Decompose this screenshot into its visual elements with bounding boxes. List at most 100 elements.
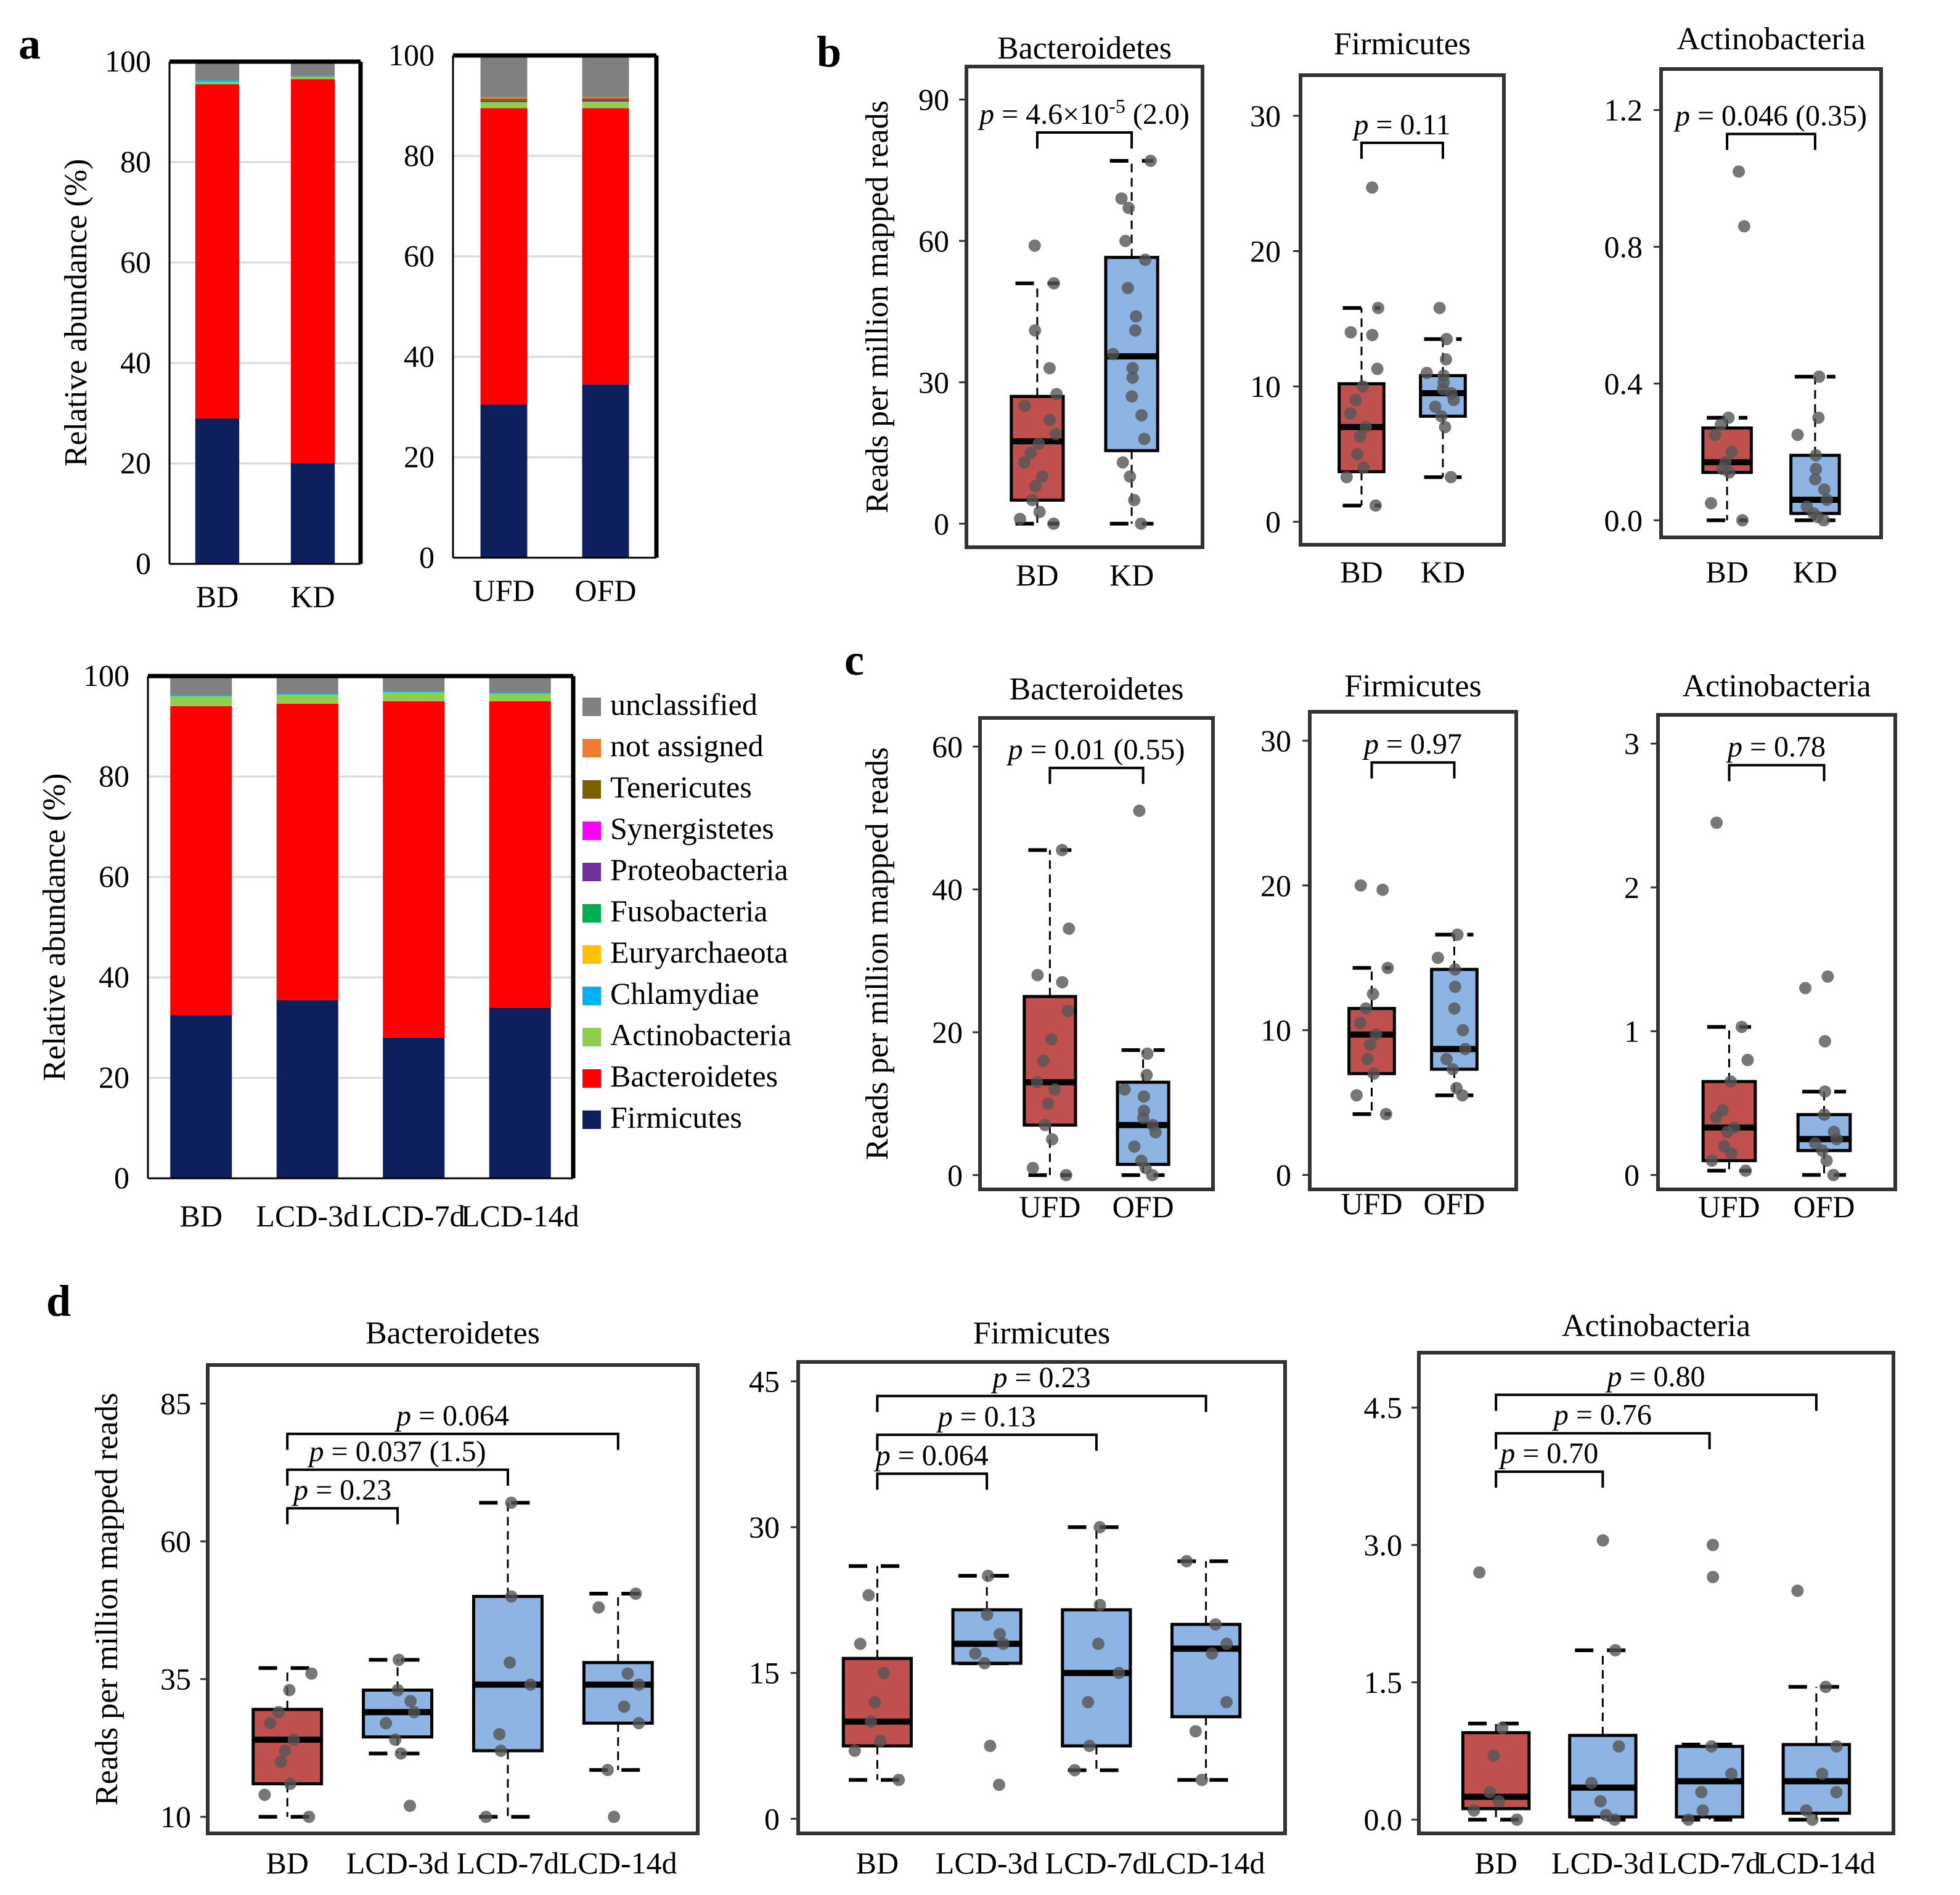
p-symbol: p	[1352, 108, 1368, 141]
data-point	[1196, 1774, 1209, 1787]
x-tick-label: BD	[1016, 558, 1058, 592]
y-tick-label: 20	[99, 1060, 129, 1094]
data-point	[480, 1811, 492, 1824]
data-point	[1060, 1168, 1072, 1181]
p-value-label: p = 0.80	[1605, 1360, 1705, 1393]
legend-swatch-synergistetes	[582, 821, 601, 840]
legend: unclassified not assigned Tenericutes Syner…	[582, 687, 791, 1135]
y-tick-label: 1	[1624, 1014, 1639, 1048]
legend-swatch-fusobacteria	[582, 904, 601, 923]
x-tick-label: BD	[266, 1846, 308, 1880]
significance-bracket	[1360, 141, 1444, 159]
y-tick-label: 20	[404, 439, 435, 474]
data-point	[892, 1774, 905, 1787]
bar-segment-tenericutes	[582, 98, 629, 100]
data-point	[1106, 348, 1119, 361]
data-point	[1371, 301, 1384, 314]
data-point	[1039, 1119, 1051, 1131]
y-tick-label: 80	[99, 759, 129, 793]
significance-bracket	[1728, 764, 1826, 781]
p-symbol: p	[1552, 1399, 1569, 1432]
data-point	[969, 1647, 982, 1660]
p-value-label: p = 0.064	[874, 1439, 989, 1472]
box-plot-c3: Actinobacteria 0 1 2 3 UFD OFD p = 0.78	[1624, 669, 1897, 1224]
data-point	[1124, 470, 1137, 483]
data-point	[1138, 1104, 1151, 1117]
data-point	[1135, 409, 1148, 422]
x-tick-label: OFD	[574, 573, 636, 608]
data-point	[1361, 1053, 1374, 1066]
data-point	[1220, 1637, 1233, 1650]
data-point	[1209, 1618, 1222, 1631]
chart-title: Bacteroidetes	[1010, 672, 1184, 707]
data-point	[1483, 1786, 1496, 1799]
data-point	[1128, 1140, 1141, 1153]
p-value: = 0.78	[1742, 731, 1826, 764]
bar-segment-tenericutes	[480, 99, 528, 101]
data-point	[1141, 1047, 1154, 1060]
data-point	[1737, 220, 1750, 233]
data-point	[1125, 390, 1138, 403]
data-point	[404, 1799, 417, 1812]
p-value-label: p = 4.6×10-5 (2.0)	[978, 95, 1190, 131]
significance-bracket	[1035, 131, 1133, 149]
data-point	[1047, 277, 1060, 290]
p-symbol: p	[308, 1435, 324, 1468]
data-point	[1448, 980, 1461, 993]
p-exponent: -5	[1109, 95, 1125, 117]
data-point	[1733, 165, 1746, 178]
data-point	[1511, 1813, 1524, 1826]
data-point	[1718, 1140, 1731, 1152]
data-point	[1139, 253, 1152, 266]
data-point	[284, 1777, 297, 1790]
legend-label: Chlamydiae	[610, 976, 759, 1011]
plot-frame	[1417, 1351, 1895, 1835]
data-point	[1083, 1740, 1096, 1753]
bar-segment-not-assigned	[480, 97, 528, 99]
panel-letter-d: d	[46, 1276, 71, 1326]
p-value: = 0.046 (0.35)	[1690, 99, 1867, 132]
data-point	[868, 1696, 881, 1709]
x-tick-label: LCD-3d	[1551, 1846, 1654, 1880]
data-point	[1360, 1002, 1373, 1015]
data-point	[1707, 1571, 1720, 1583]
y-tick-label: 40	[120, 345, 151, 380]
data-point	[1725, 1075, 1737, 1088]
p-value: = 0.11	[1368, 108, 1450, 141]
legend-label: Bacteroidetes	[610, 1059, 778, 1093]
data-point	[994, 1628, 1007, 1640]
data-point	[1818, 1085, 1831, 1098]
data-point	[1092, 1637, 1105, 1650]
data-point	[305, 1667, 318, 1680]
data-point	[1810, 463, 1823, 476]
data-point	[1349, 394, 1362, 407]
y-tick-label: 35	[160, 1662, 191, 1697]
chart-title: Bacteroidetes	[365, 1316, 540, 1351]
y-tick-label: 60	[99, 859, 129, 894]
data-point	[997, 1637, 1010, 1650]
y-tick-label: 40	[404, 339, 435, 373]
x-tick-label: LCD-3d	[256, 1199, 359, 1233]
data-point	[391, 1684, 404, 1697]
data-point	[1028, 239, 1041, 252]
y-tick-label: 90	[918, 83, 949, 117]
legend-swatch-actinobacteria	[582, 1028, 601, 1046]
data-point	[1496, 1722, 1509, 1735]
chart-title: Firmicutes	[973, 1316, 1110, 1351]
legend-swatch-firmicutes	[582, 1111, 601, 1129]
legend-swatch-bacteroidetes	[582, 1069, 601, 1088]
data-point	[1126, 362, 1139, 375]
p-value-label: p = 0.064	[394, 1400, 509, 1432]
data-point	[1366, 328, 1379, 341]
data-point	[1366, 181, 1379, 194]
chart-title: Firmicutes	[1344, 669, 1481, 704]
y-tick-label: 15	[749, 1656, 780, 1690]
data-point	[1180, 1555, 1193, 1568]
data-point	[1370, 1028, 1382, 1041]
data-point	[1048, 1083, 1061, 1096]
p-value: = 0.064	[411, 1400, 509, 1432]
y-axis-label: Reads per million mapped reads	[860, 747, 895, 1160]
box-iqr	[472, 1595, 544, 1753]
bar-segment-bacteroidetes	[582, 108, 629, 385]
